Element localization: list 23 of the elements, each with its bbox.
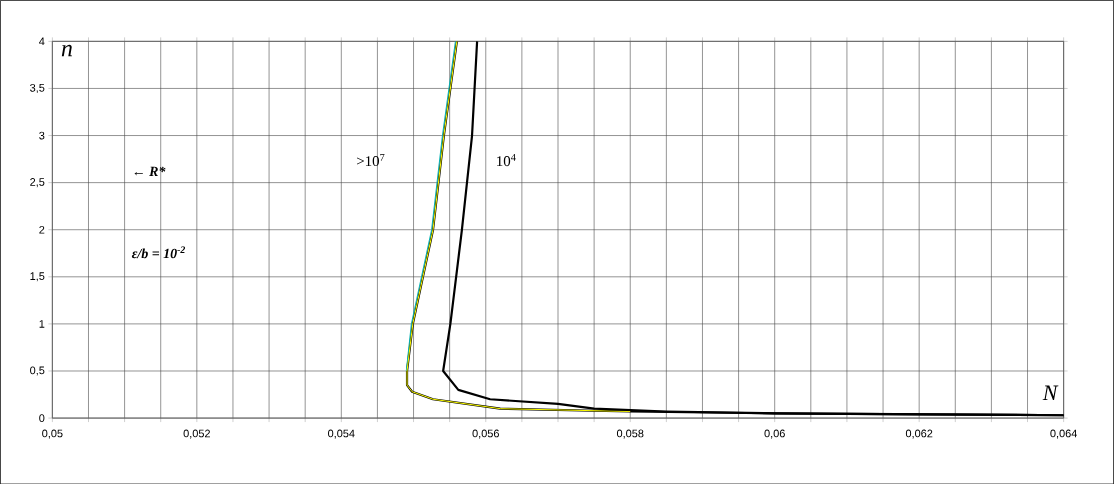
- y-tick-label: 3,5: [30, 83, 45, 93]
- y-tick-label: 1: [39, 319, 45, 328]
- x-tick-label: 0,062: [905, 429, 933, 439]
- annotation: 10$^{4}$: [497, 153, 516, 166]
- x-tick-label: 0,052: [183, 429, 210, 439]
- y-tick-label: 0,5: [30, 366, 45, 376]
- x-tick-label: 0,056: [472, 429, 499, 439]
- x-axis-title: N: [1042, 385, 1059, 400]
- y-tick-label: 2,5: [30, 177, 45, 187]
- y-tick-label: 1,5: [30, 272, 45, 282]
- annotation: ε/b = 10$^{-2}$: [131, 246, 186, 259]
- x-tick-label: 0,058: [616, 429, 644, 439]
- x-tick-label: 0,05: [42, 429, 63, 439]
- x-tick-label: 0,064: [1050, 429, 1077, 439]
- annotation: >10$^{7}$: [357, 153, 385, 166]
- y-axis-title: n: [61, 44, 72, 56]
- y-tick-label: 3: [39, 131, 45, 140]
- annotation: ← R*: [134, 166, 166, 176]
- y-tick-label: 4: [39, 37, 45, 45]
- x-tick-label: 0,054: [328, 429, 355, 439]
- y-tick-label: 2: [39, 225, 45, 234]
- y-tick-label: 0: [39, 414, 45, 422]
- x-tick-label: 0,06: [764, 429, 785, 439]
